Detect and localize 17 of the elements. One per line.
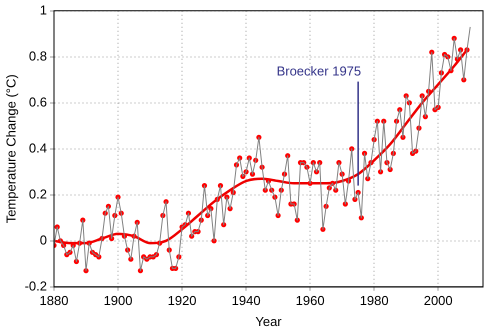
x-tick-label: 1960 — [296, 293, 325, 308]
x-tick-label: 1980 — [360, 293, 389, 308]
y-tick-label: 0.6 — [28, 94, 47, 110]
x-axis-title: Year — [255, 314, 282, 329]
y-tick-label: 0.2 — [28, 186, 47, 202]
x-tick-label: 1920 — [168, 293, 197, 308]
x-tick-label: 1940 — [232, 293, 261, 308]
y-tick-label: 0 — [40, 232, 47, 248]
y-tick-label: 0.8 — [28, 48, 47, 64]
x-tick-label: 2000 — [424, 293, 453, 308]
x-tick-label: 1900 — [104, 293, 132, 308]
x-tick-label: 1880 — [40, 293, 68, 308]
y-tick-label: 0.4 — [28, 140, 47, 156]
y-tick-label: -0.2 — [24, 278, 47, 294]
y-axis-title: Temperature Change (°C) — [3, 74, 18, 224]
y-tick-label: 1 — [40, 2, 47, 18]
annotation: Broecker 1975 — [276, 64, 362, 79]
